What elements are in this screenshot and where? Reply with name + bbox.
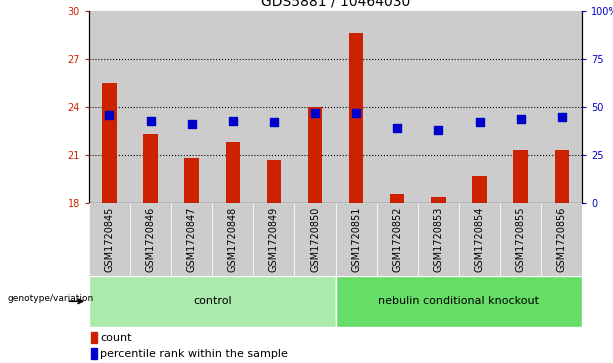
Bar [336,203,377,276]
Point [105,112,115,118]
Text: GSM1720856: GSM1720856 [557,207,567,272]
Point [392,125,402,131]
Bar [349,33,364,203]
Title: GDS5881 / 10464030: GDS5881 / 10464030 [261,0,410,8]
Bar [377,11,418,203]
Bar [500,203,541,276]
Text: GSM1720853: GSM1720853 [433,207,443,272]
Bar [336,11,377,203]
Bar [514,150,528,203]
Bar [431,197,446,203]
Bar [336,276,582,327]
Text: genotype/variation: genotype/variation [7,294,93,303]
Bar [253,11,294,203]
Point [351,110,361,116]
Bar [143,134,158,203]
Text: GSM1720854: GSM1720854 [474,207,484,272]
Bar [226,142,240,203]
Point [474,119,484,125]
Bar [390,194,405,203]
Text: count: count [101,333,132,343]
Point [187,122,197,127]
Text: percentile rank within the sample: percentile rank within the sample [101,349,288,359]
Bar [91,348,97,359]
Point [433,127,443,133]
Bar [459,203,500,276]
Text: GSM1720848: GSM1720848 [228,207,238,272]
Bar [418,203,459,276]
Bar [89,276,336,327]
Point [557,114,566,120]
Bar [102,83,116,203]
Text: control: control [193,296,232,306]
Bar [308,107,322,203]
Bar [473,176,487,203]
Bar [212,203,253,276]
Bar [267,160,281,203]
Point [516,116,525,122]
Text: GSM1720851: GSM1720851 [351,207,361,272]
Bar [459,11,500,203]
Bar [130,11,171,203]
Bar [171,203,212,276]
Point [310,110,320,116]
Bar [130,203,171,276]
Bar [91,332,97,343]
Text: GSM1720845: GSM1720845 [104,207,115,272]
Bar [418,11,459,203]
Point [228,118,238,123]
Text: GSM1720849: GSM1720849 [269,207,279,272]
Point [269,119,279,125]
Bar [185,158,199,203]
Text: GSM1720847: GSM1720847 [187,207,197,272]
Bar [253,203,294,276]
Bar [89,11,130,203]
Text: GSM1720850: GSM1720850 [310,207,320,272]
Bar [541,203,582,276]
Bar [212,11,253,203]
Text: GSM1720846: GSM1720846 [145,207,156,272]
Bar [89,203,130,276]
Bar [541,11,582,203]
Bar [294,203,336,276]
Bar [377,203,418,276]
Bar [171,11,212,203]
Point [146,118,156,123]
Text: GSM1720852: GSM1720852 [392,207,402,272]
Text: GSM1720855: GSM1720855 [516,207,526,272]
Bar [294,11,336,203]
Bar [555,150,569,203]
Text: nebulin conditional knockout: nebulin conditional knockout [378,296,539,306]
Bar [500,11,541,203]
